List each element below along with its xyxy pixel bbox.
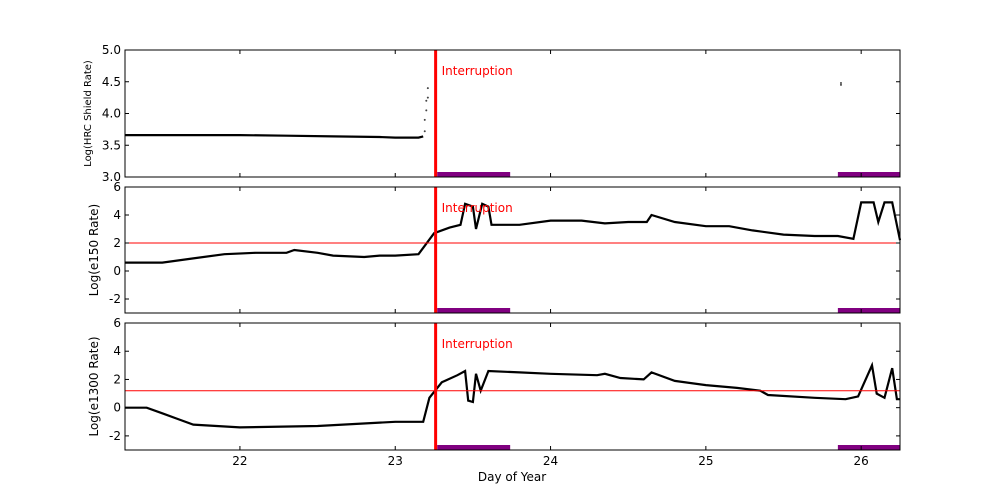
data-point xyxy=(425,109,428,112)
data-point xyxy=(839,83,842,86)
plot-frame xyxy=(124,186,901,314)
y-tick-label: 3.0 xyxy=(102,170,121,184)
x-tick-label: 22 xyxy=(232,454,247,468)
interval-bar xyxy=(837,308,900,313)
interval-bar xyxy=(437,172,511,177)
y-tick-label: 0 xyxy=(113,401,121,415)
y-tick-label: 4.5 xyxy=(102,75,121,89)
interval-bar xyxy=(437,308,511,313)
interruption-label: Interruption xyxy=(442,201,513,215)
panel-1: Interruption 3.0 3.5 4.0 4.5 5.0 Log(HRC Shiel… xyxy=(83,43,901,184)
interval-bar xyxy=(437,445,511,450)
interruption-label: Interruption xyxy=(442,337,513,351)
y-tick-label: 4 xyxy=(113,344,121,358)
data-series-line xyxy=(125,201,902,264)
y-tick-label: 5.0 xyxy=(102,43,121,57)
panel-2: Interruption -2 0 2 4 6 Log(e150 Rate) xyxy=(87,180,902,314)
y-axis-label: Log(HRC Shield Rate) xyxy=(83,60,94,167)
data-point xyxy=(839,82,842,85)
y-tick-label: 2 xyxy=(113,372,121,386)
y-axis-label: Log(e150 Rate) xyxy=(87,204,101,296)
y-tick-label: -2 xyxy=(109,292,121,306)
plot-frame xyxy=(124,322,901,451)
data-series-line xyxy=(125,361,900,429)
data-point xyxy=(423,130,426,133)
x-tick-label: 23 xyxy=(388,454,403,468)
x-axis-label: Day of Year xyxy=(478,470,546,484)
interval-bar xyxy=(837,172,900,177)
y-axis-label: Log(e1300 Rate) xyxy=(87,336,101,436)
interruption-label: Interruption xyxy=(442,64,513,78)
x-tick-label: 26 xyxy=(854,454,869,468)
data-point xyxy=(426,87,429,90)
data-point xyxy=(423,118,426,121)
y-tick-label: 6 xyxy=(113,316,121,330)
y-tick-label: 4.0 xyxy=(102,107,121,121)
y-tick-label: 2 xyxy=(113,236,121,250)
data-point xyxy=(426,96,429,99)
x-tick-label: 24 xyxy=(543,454,558,468)
y-tick-label: -2 xyxy=(109,429,121,443)
data-series-line xyxy=(125,134,424,139)
y-tick-label: 6 xyxy=(113,180,121,194)
interval-bar xyxy=(837,445,900,450)
data-point xyxy=(425,99,428,102)
y-tick-label: 4 xyxy=(113,208,121,222)
y-tick-label: 3.5 xyxy=(102,138,121,152)
y-tick-label: 0 xyxy=(113,264,121,278)
x-tick-label: 25 xyxy=(698,454,713,468)
